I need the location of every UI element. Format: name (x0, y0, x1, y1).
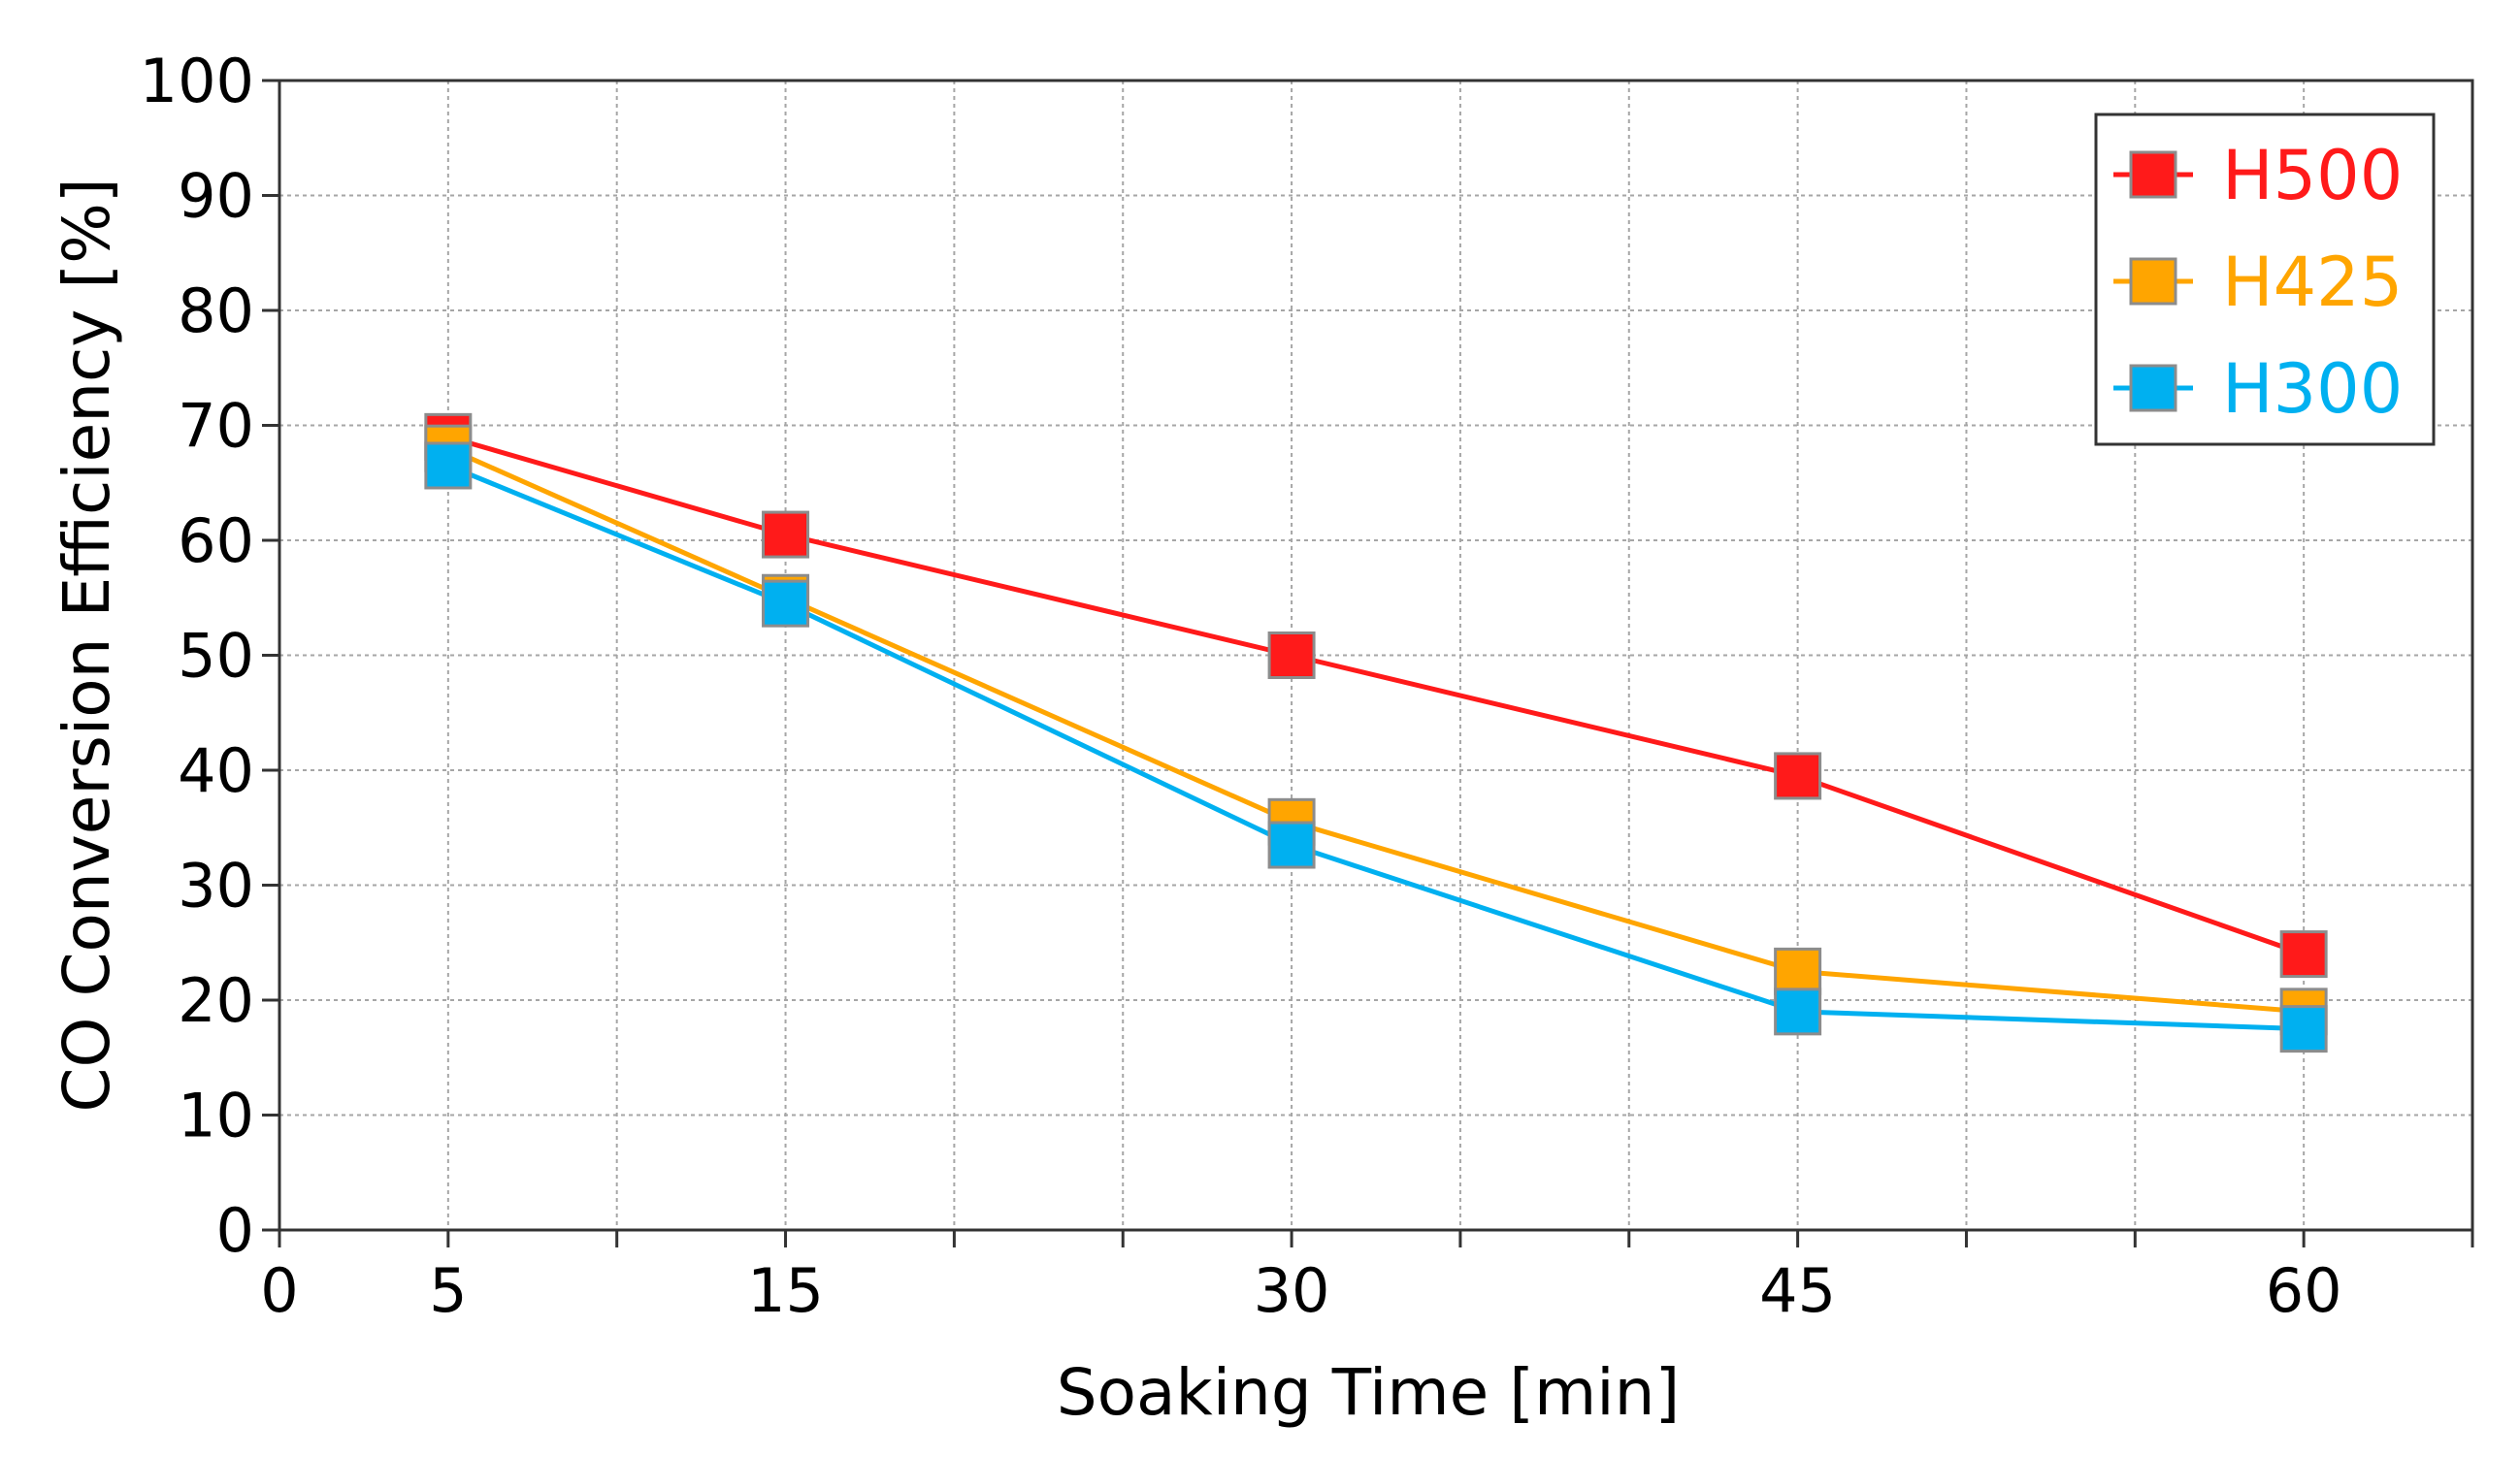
x-tick-label: 15 (747, 1255, 824, 1326)
data-point-h500 (762, 510, 810, 559)
series-markers (424, 412, 2328, 1053)
y-tick-label: 100 (140, 46, 254, 116)
data-point-h300 (1267, 821, 1316, 869)
legend-marker-h500 (2129, 150, 2177, 199)
legend: H500 H425 H300 (2094, 113, 2436, 446)
y-tick-label: 60 (178, 505, 254, 576)
y-tick-label: 90 (178, 161, 254, 232)
y-tick-label: 70 (178, 391, 254, 462)
legend-marker-h425 (2129, 257, 2177, 306)
x-tick-label: 5 (429, 1255, 467, 1326)
legend-label-h300: H300 (2222, 349, 2403, 429)
x-axis-title: Soaking Time [min] (1057, 1355, 1680, 1430)
legend-marker-h300 (2129, 364, 2177, 412)
legend-label-h425: H425 (2222, 243, 2403, 322)
data-point-h500 (2279, 930, 2328, 979)
x-tick-labels: 0 5 15 30 45 60 (260, 1255, 2341, 1326)
data-point-h300 (424, 441, 473, 490)
data-point-h500 (1267, 631, 1316, 679)
y-tick-label: 30 (178, 851, 254, 922)
data-point-h425 (1774, 947, 1822, 995)
y-axis-title: CO Conversion Efficiency [%] (49, 178, 124, 1112)
y-tick-label: 40 (178, 735, 254, 806)
x-tick-label: 30 (1254, 1255, 1330, 1326)
y-tick-label: 50 (178, 621, 254, 692)
y-tick-label: 10 (178, 1081, 254, 1151)
x-tick-label: 0 (260, 1255, 298, 1326)
axis-ticks (262, 79, 2474, 1247)
x-tick-label: 45 (1759, 1255, 1836, 1326)
y-tick-label: 80 (178, 275, 254, 346)
data-point-h300 (762, 579, 810, 628)
data-point-h300 (1774, 988, 1822, 1036)
x-tick-label: 60 (2266, 1255, 2342, 1326)
y-tick-label: 0 (216, 1195, 254, 1266)
y-tick-labels: 0 10 20 30 40 50 60 70 80 90 100 (140, 46, 254, 1266)
y-tick-label: 20 (178, 965, 254, 1036)
data-point-h300 (2279, 1005, 2328, 1053)
data-point-h500 (1774, 752, 1822, 800)
legend-label-h500: H500 (2222, 136, 2403, 215)
